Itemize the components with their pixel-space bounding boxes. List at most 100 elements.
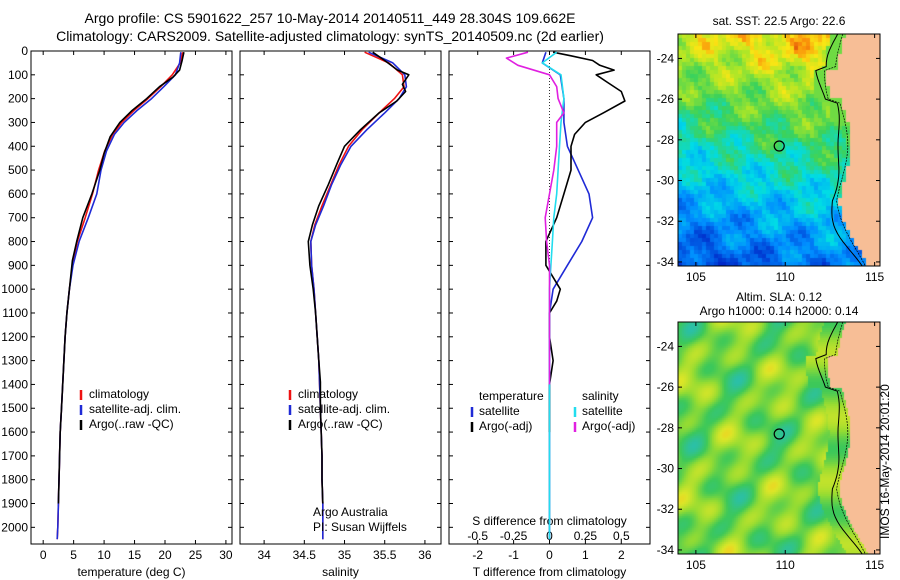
annotation: Argo Australia [313, 505, 388, 519]
series-line-magenta [505, 51, 565, 385]
x-tick-label: -2 [472, 548, 483, 562]
shelf-contour [824, 321, 866, 555]
x-tick-label: 1 [582, 548, 589, 562]
x-tick-label: 15 [128, 548, 142, 562]
x-tick-label: 2 [618, 548, 625, 562]
x-tick-label: 34 [257, 548, 271, 562]
x-axis-label: salinity [322, 565, 359, 579]
s-tick-label: 0.5 [613, 529, 630, 543]
x-tick-label: 110 [776, 558, 795, 572]
sla-map-overlay: 105 110 115 -24 -26 -28 -30 -32 -34 [657, 321, 885, 572]
legend-label: Argo(-adj) [479, 419, 532, 433]
x-tick-label: 20 [158, 548, 172, 562]
legend-label: satellite-adj. clim. [89, 402, 181, 416]
y-tick-label: 1900 [1, 497, 28, 511]
legend-label: satellite-adj. clim. [298, 402, 390, 416]
legend-label: Argo(-adj) [582, 419, 635, 433]
difference-panel: -2 -1 0 1 2 T difference from climatology -0.5… [448, 50, 651, 579]
x-tick-label: 5 [70, 548, 77, 562]
y-tick-label: 700 [8, 211, 28, 225]
series-line-black [307, 51, 410, 504]
argo-position-marker [773, 428, 785, 440]
legend-label: satellite [479, 404, 520, 418]
x-tick-label: 36 [418, 548, 432, 562]
series-line-black [545, 51, 626, 433]
y-tick-label: 300 [8, 115, 28, 129]
plot-frame [30, 50, 233, 545]
y-tick-label: -24 [657, 51, 675, 65]
legend-heading: salinity [582, 389, 619, 403]
y-tick-label: -26 [657, 92, 675, 106]
sla-heatmap [678, 322, 880, 554]
temperature-panel: 0100200300400500600700800900100011001200… [1, 44, 233, 579]
y-tick-label: -24 [657, 339, 675, 353]
annotation: PI: Susan Wijffels [313, 520, 407, 534]
legend-label: climatology [298, 387, 358, 401]
depth-contour [815, 321, 863, 555]
y-tick-label: 2000 [1, 520, 28, 534]
sla-map-title: Altim. SLA: 0.12 [735, 290, 823, 304]
y-tick-label: 1500 [1, 401, 28, 415]
series-line-black [57, 52, 185, 504]
sst-map-title: sat. SST: 22.5 Argo: 22.6 [712, 14, 846, 28]
y-tick-label: 1000 [1, 282, 28, 296]
x-tick-label: 10 [97, 548, 111, 562]
imos-timestamp: IMOS 16-May-2014 20:01:20 [878, 384, 892, 540]
series-line-blue [309, 51, 408, 540]
s-tick-label: -0.5 [467, 529, 488, 543]
legend-label: Argo(..raw -QC) [89, 417, 174, 431]
y-tick-label: -32 [657, 214, 675, 228]
y-tick-label: -30 [657, 174, 675, 188]
legend-label: climatology [89, 387, 149, 401]
y-tick-label: 1700 [1, 449, 28, 463]
y-tick-label: 1400 [1, 377, 28, 391]
profile-plots: 0100200300400500600700800900100011001200… [1, 44, 651, 579]
s-tick-label: 0.25 [574, 529, 598, 543]
y-tick-label: 400 [8, 139, 28, 153]
x-tick-label: 105 [686, 558, 706, 572]
y-tick-label: -32 [657, 502, 675, 516]
x-tick-label: 110 [776, 270, 795, 284]
x-axis-label: temperature (deg C) [77, 565, 185, 579]
y-tick-label: 800 [8, 235, 28, 249]
depth-contour [815, 33, 863, 267]
x-tick-label: 115 [865, 558, 884, 572]
y-tick-label: 1300 [1, 354, 28, 368]
y-tick-label: 100 [8, 68, 28, 82]
y-tick-label: -34 [657, 543, 675, 557]
sst-map: 105 110 115 -24 -26 -28 -30 -32 -34 [657, 33, 885, 284]
map-frame [677, 321, 881, 555]
x-tick-label: 34.5 [293, 548, 317, 562]
legend-heading: temperature [479, 389, 544, 403]
x-tick-label: -1 [508, 548, 519, 562]
series-line-cyan [541, 51, 565, 540]
y-tick-label: 1100 [2, 306, 28, 320]
x-axis-label: T difference from climatology [473, 565, 627, 579]
figure-title-line1: Argo profile: CS 5901622_257 10-May-2014… [84, 10, 576, 26]
figure-title-line2: Climatology: CARS2009. Satellite-adjuste… [56, 28, 604, 44]
map-frame [677, 33, 881, 267]
series-line-red [309, 51, 405, 540]
sst-heatmap [678, 34, 880, 266]
x-tick-label: 35.5 [373, 548, 397, 562]
plot-frame [239, 50, 442, 545]
y-tick-label: 900 [8, 258, 28, 272]
legend-label: Argo(..raw -QC) [298, 417, 383, 431]
x-tick-label: 0 [40, 548, 47, 562]
argo-position-marker [773, 140, 785, 152]
y-tick-label: 1800 [1, 473, 28, 487]
y-tick-label: -28 [657, 421, 675, 435]
y-tick-label: -30 [657, 462, 675, 476]
sla-map: 105 110 115 -24 -26 -28 -30 -32 -34 [657, 321, 885, 572]
sla-map-subtitle: Argo h1000: 0.14 h2000: 0.14 [699, 304, 859, 318]
x-tick-label: 30 [219, 548, 233, 562]
y-tick-label: 500 [8, 163, 28, 177]
x-tick-label: 115 [865, 270, 884, 284]
x-tick-label: 25 [189, 548, 203, 562]
y-tick-label: 600 [8, 187, 28, 201]
y-tick-label: 1200 [1, 330, 28, 344]
x-tick-label: 35 [338, 548, 352, 562]
sst-map-overlay: 105 110 115 -24 -26 -28 -30 -32 -34 [657, 33, 885, 284]
legend-label: satellite [582, 404, 623, 418]
y-tick-label: -34 [657, 255, 675, 269]
